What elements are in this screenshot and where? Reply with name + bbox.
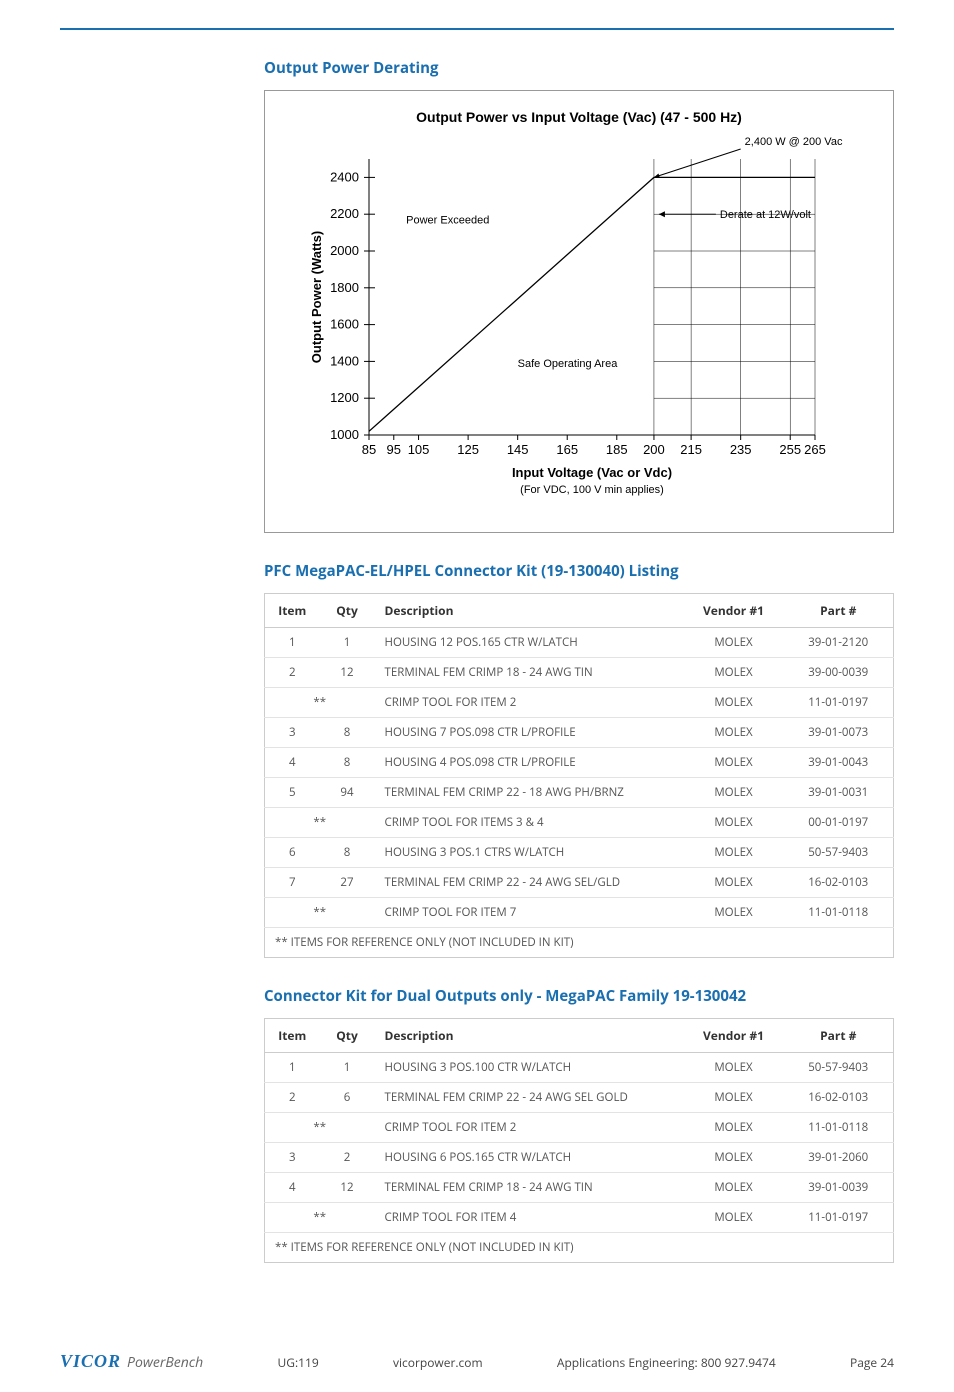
kit1-table: ItemQtyDescriptionVendor #1Part #11HOUSI…	[264, 593, 894, 958]
svg-text:1600: 1600	[330, 317, 359, 332]
svg-text:265: 265	[804, 442, 826, 457]
table-row: **CRIMP TOOL FOR ITEM 4MOLEX11-01-0197	[265, 1203, 894, 1233]
svg-text:Safe Operating Area: Safe Operating Area	[518, 358, 619, 370]
table-row: 11HOUSING 12 POS.165 CTR W/LATCHMOLEX39-…	[265, 628, 894, 658]
th-desc: Description	[375, 1019, 684, 1053]
svg-text:200: 200	[643, 442, 665, 457]
svg-text:1200: 1200	[330, 390, 359, 405]
table-row: 38HOUSING 7 POS.098 CTR L/PROFILEMOLEX39…	[265, 718, 894, 748]
table-row: 594TERMINAL FEM CRIMP 22 - 18 AWG PH/BRN…	[265, 778, 894, 808]
footer-page: Page 24	[850, 1354, 894, 1371]
header-rule	[60, 28, 894, 30]
svg-text:145: 145	[507, 442, 529, 457]
th-qty: Qty	[320, 1019, 375, 1053]
section-title-derating: Output Power Derating	[264, 58, 894, 78]
table-row: 32HOUSING 6 POS.165 CTR W/LATCHMOLEX39-0…	[265, 1143, 894, 1173]
table-row: 727TERMINAL FEM CRIMP 22 - 24 AWG SEL/GL…	[265, 868, 894, 898]
svg-text:85: 85	[362, 442, 376, 457]
th-item: Item	[265, 1019, 320, 1053]
derating-chart: 85 95 105 125 145 165 185 200 215 235 255265 1000 12…	[305, 133, 845, 513]
svg-text:Derate at 12W/volt: Derate at 12W/volt	[720, 209, 811, 221]
table-row: 212TERMINAL FEM CRIMP 18 - 24 AWG TINMOL…	[265, 658, 894, 688]
svg-text:165: 165	[556, 442, 578, 457]
kit2-table: ItemQtyDescriptionVendor #1Part #11HOUSI…	[264, 1018, 894, 1263]
table-footnote: ** ITEMS FOR REFERENCE ONLY (NOT INCLUDE…	[265, 928, 894, 958]
chart-container: Output Power vs Input Voltage (Vac) (47 …	[264, 90, 894, 533]
table-row: 26TERMINAL FEM CRIMP 22 - 24 AWG SEL GOL…	[265, 1083, 894, 1113]
table-row: 412TERMINAL FEM CRIMP 18 - 24 AWG TINMOL…	[265, 1173, 894, 1203]
brand-vicor: VICOR	[60, 1351, 121, 1372]
svg-text:2000: 2000	[330, 243, 359, 258]
th-part: Part #	[784, 1019, 894, 1053]
svg-text:Power Exceeded: Power Exceeded	[406, 214, 489, 226]
table-row: **CRIMP TOOL FOR ITEM 7MOLEX11-01-0118	[265, 898, 894, 928]
footer-eng: Applications Engineering: 800 927.9474	[557, 1354, 776, 1371]
svg-text:(For VDC, 100 V min applies): (For VDC, 100 V min applies)	[520, 484, 664, 496]
svg-text:2200: 2200	[330, 206, 359, 221]
table-row: **CRIMP TOOL FOR ITEM 2MOLEX11-01-0118	[265, 1113, 894, 1143]
svg-text:125: 125	[457, 442, 479, 457]
chart-title: Output Power vs Input Voltage (Vac) (47 …	[305, 109, 853, 125]
brand-powerbench: PowerBench	[127, 1353, 203, 1372]
section-title-kit2: Connector Kit for Dual Outputs only - Me…	[264, 986, 894, 1006]
svg-text:2,400 W @ 200 Vac: 2,400 W @ 200 Vac	[745, 136, 843, 148]
svg-text:235: 235	[730, 442, 752, 457]
th-part: Part #	[784, 594, 894, 628]
svg-text:1400: 1400	[330, 353, 359, 368]
th-vendor: Vendor #1	[684, 594, 784, 628]
table-row: **CRIMP TOOL FOR ITEMS 3 & 4MOLEX00-01-0…	[265, 808, 894, 838]
svg-text:105: 105	[408, 442, 430, 457]
svg-text:1000: 1000	[330, 427, 359, 442]
svg-text:255: 255	[779, 442, 801, 457]
th-desc: Description	[375, 594, 684, 628]
svg-text:2400: 2400	[330, 169, 359, 184]
table-row: 11HOUSING 3 POS.100 CTR W/LATCHMOLEX50-5…	[265, 1053, 894, 1083]
svg-text:Output Power (Watts): Output Power (Watts)	[309, 231, 324, 363]
footer-ug: UG:119	[277, 1354, 318, 1371]
table-row: **CRIMP TOOL FOR ITEM 2MOLEX11-01-0197	[265, 688, 894, 718]
th-item: Item	[265, 594, 320, 628]
brand-logo: VICOR PowerBench	[60, 1351, 203, 1372]
th-vendor: Vendor #1	[684, 1019, 784, 1053]
th-qty: Qty	[320, 594, 375, 628]
svg-text:Input Voltage (Vac or Vdc): Input Voltage (Vac or Vdc)	[512, 465, 672, 480]
svg-text:1800: 1800	[330, 280, 359, 295]
svg-text:95: 95	[387, 442, 401, 457]
svg-text:215: 215	[680, 442, 702, 457]
page-footer: VICOR PowerBench UG:119 vicorpower.com A…	[0, 1311, 954, 1392]
table-row: 68HOUSING 3 POS.1 CTRS W/LATCHMOLEX50-57…	[265, 838, 894, 868]
table-footnote: ** ITEMS FOR REFERENCE ONLY (NOT INCLUDE…	[265, 1233, 894, 1263]
section-title-kit1: PFC MegaPAC-EL/HPEL Connector Kit (19-13…	[264, 561, 894, 581]
table-row: 48HOUSING 4 POS.098 CTR L/PROFILEMOLEX39…	[265, 748, 894, 778]
footer-url: vicorpower.com	[393, 1354, 483, 1371]
svg-text:185: 185	[606, 442, 628, 457]
